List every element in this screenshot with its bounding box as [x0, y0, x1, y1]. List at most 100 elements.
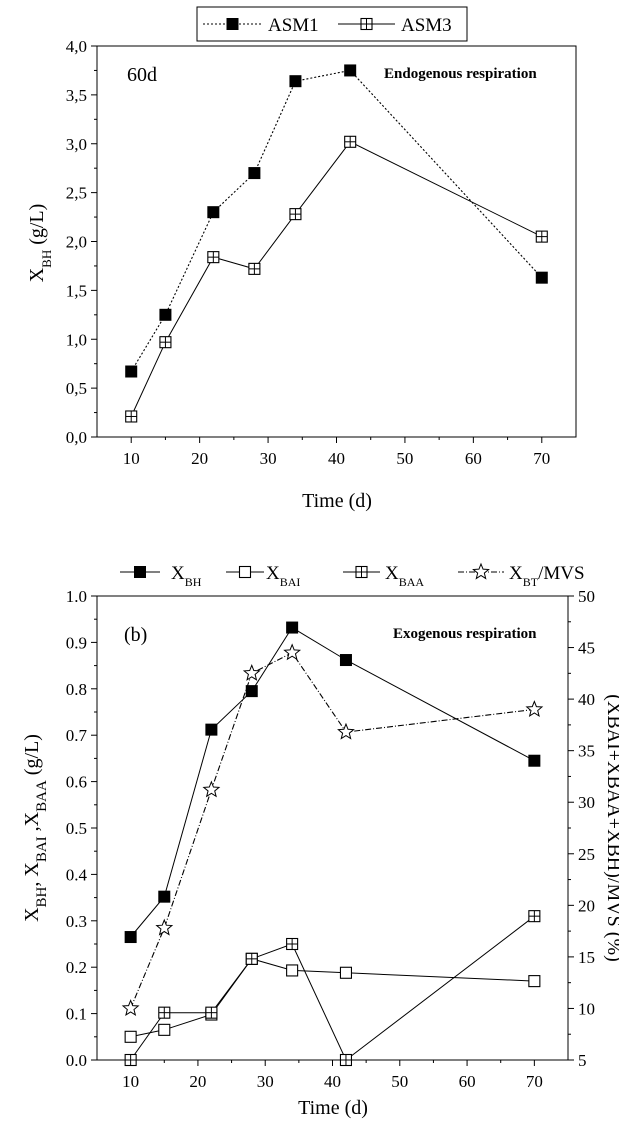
chart-2-y2tick-label-1: 10: [578, 999, 595, 1018]
chart-1-ytick-label-0: 0,0: [66, 428, 87, 447]
chart-1-legend-marker-0: [226, 18, 239, 30]
chart-2-point-0-6: [528, 754, 541, 767]
chart-2-xtick-label-1: 20: [189, 1072, 206, 1091]
chart-2-x-axis-label: Time (d): [298, 1097, 368, 1119]
chart-1-xtick-label-6: 70: [533, 449, 550, 468]
chart-1-ytick-label-3: 1,5: [66, 281, 87, 300]
chart-2-point-0-0: [124, 931, 137, 944]
chart-2-legend-label-2: XBAA: [385, 563, 424, 589]
chart-2-ytick-label-7: 0.7: [66, 726, 88, 745]
chart-2-annotation: (b): [124, 624, 147, 646]
chart-2-ytick-label-4: 0.4: [66, 865, 88, 884]
chart-2-point-3-1: [155, 918, 174, 936]
chart-2-legend-marker-1: [238, 565, 252, 579]
chart-2-series-line-2: [130, 915, 535, 1061]
chart-2-y2tick-label-8: 45: [578, 639, 595, 658]
chart-2-y2tick-label-5: 30: [578, 793, 595, 812]
chart-2-point-0-5: [339, 654, 352, 667]
chart-2-y2tick-label-7: 40: [578, 690, 595, 709]
chart-2-point-2-2: [205, 1006, 218, 1019]
chart-1-ytick-label-4: 2,0: [66, 233, 87, 252]
chart-2-y2-axis-label: (XBAI+XBAA+XBH)/MVS (%): [603, 694, 619, 962]
chart-1-legend-label-0: ASM1: [268, 15, 319, 36]
chart-2-legend: XBH XBAI XBAA XBT/MVS: [120, 562, 585, 589]
chart-2-legend-label-3: XBT/MVS: [509, 563, 585, 589]
chart-1-ytick-label-2: 1,0: [66, 330, 87, 349]
chart-2-point-3-5: [337, 722, 355, 740]
chart-2-ytick-label-0: 0.0: [66, 1051, 87, 1070]
chart-2-series-line-3: [130, 651, 535, 1009]
chart-1: ASM1 ASM3 0,0 0,5 1,0 1,5 2,0 2,5 3,0 3,5 4,0 10 20 3…: [26, 6, 577, 512]
chart-2-series-line-1: [130, 958, 535, 1038]
chart-2-xtick-label-0: 10: [122, 1072, 139, 1091]
chart-2-point-0-2: [205, 723, 218, 736]
chart-2-point-1-0: [124, 1030, 137, 1043]
chart-2-series-BT: [121, 643, 544, 1017]
chart-2-ytick-label-9: 0.9: [66, 633, 87, 652]
chart-1-annotation: 60d: [127, 64, 157, 86]
chart-1-title: Endogenous respiration: [384, 66, 537, 82]
chart-1-y-axis-label: XBH (g/L): [26, 204, 54, 283]
chart-2-xtick-label-2: 30: [257, 1072, 274, 1091]
chart-1-point-1-3: [248, 262, 261, 275]
chart-2-point-0-4: [286, 621, 299, 634]
chart-2-ytick-label-6: 0.6: [66, 773, 87, 792]
chart-1-point-0-4: [289, 75, 302, 88]
chart-2-y2tick-label-6: 35: [578, 742, 595, 761]
chart-1-point-1-2: [207, 251, 220, 264]
chart-2-point-3-6: [525, 700, 544, 717]
chart-2-point-3-3: [242, 663, 261, 681]
chart-1-point-1-4: [289, 208, 302, 221]
chart-2-series-line-0: [130, 626, 535, 938]
chart-2-y-axis-label: XBH, XBAI ,XBAA (g/L): [21, 734, 50, 922]
chart-2-legend-marker-3: [472, 562, 490, 580]
chart-1-point-1-5: [344, 135, 357, 148]
chart-2-point-2-1: [158, 1006, 171, 1019]
chart-2-series-BAI: [124, 952, 541, 1043]
chart-2-y2tick-label-0: 5: [578, 1051, 587, 1070]
chart-1-plot-frame: [96, 45, 577, 438]
chart-2-xtick-label-5: 60: [459, 1072, 476, 1091]
chart-1-xtick-label-1: 20: [191, 449, 208, 468]
chart-1-series-ASM3: [125, 135, 548, 423]
chart-1-ytick-label-7: 3,5: [66, 86, 87, 105]
chart-1-xtick-label-2: 30: [260, 449, 277, 468]
chart-1-point-1-0: [125, 410, 138, 423]
chart-2-ytick-label-8: 0.8: [66, 680, 87, 699]
chart-2-point-2-3: [245, 952, 258, 965]
chart-1-x-axis-label: Time (d): [302, 490, 372, 512]
chart-2-legend-marker-2: [355, 565, 368, 579]
chart-1-legend-box: [196, 6, 468, 42]
chart-1-ytick-label-5: 2,5: [66, 184, 87, 203]
chart-2-ytick-label-3: 0.3: [66, 912, 87, 931]
chart-2-point-3-2: [202, 780, 221, 798]
chart-2-point-2-4: [286, 937, 299, 951]
chart-2-legend-marker-0: [134, 566, 146, 578]
chart-2-point-3-0: [121, 999, 140, 1017]
chart-1-legend-marker-1: [360, 17, 373, 31]
chart-1-point-0-6: [535, 271, 548, 284]
chart-1-xtick-label-4: 50: [396, 449, 413, 468]
chart-1-point-0-3: [248, 167, 261, 180]
chart-2-point-1-6: [528, 975, 541, 988]
chart-2-ytick-label-5: 0.5: [66, 819, 87, 838]
chart-2-legend-label-1: XBAI: [266, 563, 300, 589]
chart-1-legend: ASM1 ASM3: [196, 6, 468, 42]
chart-1-xtick-label-5: 60: [465, 449, 482, 468]
chart-1-point-1-6: [535, 230, 548, 243]
chart-2-y2tick-label-9: 50: [578, 587, 595, 606]
chart-1-series-line-0: [130, 69, 543, 372]
chart-2-point-3-4: [283, 643, 302, 661]
chart-1-series-line-1: [130, 141, 543, 417]
chart-2-legend-label-0: XBH: [171, 563, 202, 589]
chart-2-y2tick-label-3: 20: [578, 896, 595, 915]
chart-1-ytick-label-8: 4,0: [66, 37, 87, 56]
chart-2-series-BAA: [124, 910, 541, 1067]
chart-2-point-2-0: [124, 1053, 137, 1067]
chart-1-xtick-label-0: 10: [123, 449, 140, 468]
chart-2-point-1-4: [286, 964, 299, 977]
chart-2-point-2-5: [339, 1053, 353, 1067]
chart-2-ytick-label-10: 1.0: [66, 587, 87, 606]
chart-2-y2tick-label-2: 15: [578, 948, 595, 967]
